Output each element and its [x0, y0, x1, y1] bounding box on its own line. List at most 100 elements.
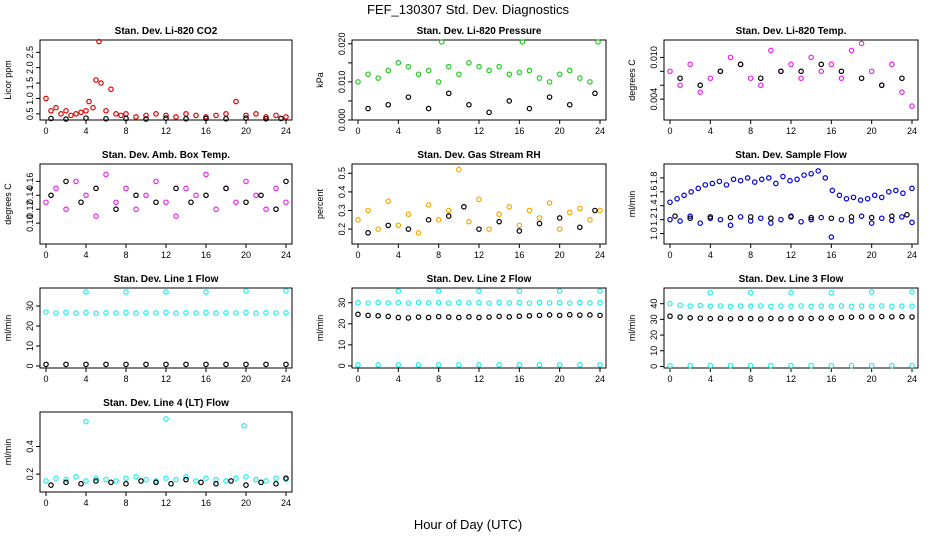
y-tick-label: 20 — [649, 330, 659, 340]
data-point — [405, 226, 412, 232]
data-point — [526, 300, 533, 306]
data-point — [798, 315, 804, 322]
data-point — [365, 71, 371, 78]
data-point — [808, 303, 814, 310]
data-point — [213, 310, 219, 317]
data-point — [223, 309, 229, 316]
data-point — [773, 180, 779, 187]
data-point — [723, 182, 730, 188]
data-point — [273, 310, 279, 316]
data-point — [63, 479, 69, 486]
data-point — [697, 89, 704, 95]
data-point — [808, 216, 814, 223]
data-point — [355, 217, 361, 223]
data-point — [577, 224, 583, 231]
x-tick-label: 24 — [281, 126, 291, 136]
data-point — [113, 478, 119, 484]
data-point — [103, 115, 109, 122]
data-point — [516, 288, 523, 294]
x-tick-label: 20 — [867, 374, 877, 384]
data-point — [385, 101, 392, 108]
data-point — [385, 222, 392, 229]
y-axis-label: ml/min — [627, 315, 637, 342]
data-point — [445, 63, 452, 70]
data-point — [43, 361, 49, 368]
data-point — [577, 362, 583, 368]
data-point — [83, 418, 89, 425]
x-tick-label: 8 — [123, 250, 128, 260]
data-point — [667, 362, 673, 369]
data-point — [405, 300, 412, 306]
data-point — [173, 185, 179, 192]
data-point — [395, 60, 402, 66]
data-point — [233, 98, 239, 105]
x-tick-label: 8 — [123, 126, 128, 136]
x-tick-label: 8 — [748, 126, 753, 136]
panel-title: Stan. Dev. Amb. Box Temp. — [102, 150, 230, 161]
data-point — [48, 115, 54, 122]
data-point — [757, 82, 764, 89]
data-point — [203, 361, 209, 368]
data-point — [486, 67, 492, 74]
data-point — [597, 312, 603, 319]
data-point — [273, 112, 279, 119]
data-point — [702, 182, 709, 188]
data-point — [43, 309, 49, 315]
y-axis-label: ml/min — [627, 191, 637, 218]
data-point — [747, 214, 754, 220]
data-point — [516, 299, 523, 306]
data-point — [808, 214, 814, 221]
data-point — [677, 75, 683, 82]
plot-frame — [39, 287, 293, 369]
data-point — [801, 172, 807, 178]
data-point — [395, 222, 402, 229]
data-point — [405, 63, 412, 70]
data-point — [93, 185, 99, 192]
data-point — [445, 314, 452, 320]
data-point — [556, 288, 563, 294]
data-point — [83, 361, 89, 368]
data-point — [794, 176, 800, 183]
data-point — [273, 475, 279, 482]
data-point — [838, 314, 845, 321]
data-point — [83, 309, 89, 316]
data-point — [899, 75, 905, 82]
x-tick-label: 0 — [667, 250, 672, 260]
data-point — [768, 303, 774, 310]
data-point — [909, 289, 915, 295]
data-point — [273, 480, 279, 487]
data-point — [283, 199, 289, 206]
data-point — [153, 199, 159, 206]
data-point — [133, 192, 139, 199]
x-tick-label: 20 — [555, 250, 565, 260]
x-tick-label: 16 — [826, 374, 836, 384]
x-tick-label: 0 — [43, 126, 48, 136]
data-point — [233, 199, 239, 206]
data-point — [253, 310, 259, 317]
data-point — [466, 101, 472, 108]
data-point — [375, 226, 381, 232]
data-point — [768, 47, 774, 54]
data-point — [798, 75, 804, 82]
data-point — [687, 215, 693, 222]
data-point — [253, 111, 259, 117]
data-point — [546, 79, 553, 85]
data-point — [283, 288, 289, 294]
data-point — [828, 315, 835, 321]
data-point — [203, 475, 209, 482]
data-point — [86, 98, 92, 105]
data-point — [592, 90, 598, 97]
y-tick-label: 0.4 — [337, 186, 347, 199]
data-point — [836, 192, 843, 199]
data-point — [707, 303, 714, 309]
data-point — [133, 310, 139, 317]
data-point — [556, 299, 563, 306]
data-point — [829, 187, 836, 194]
data-point — [838, 75, 845, 82]
y-tick-label: 2.5 — [25, 46, 35, 59]
data-point — [526, 312, 533, 319]
data-point — [868, 214, 875, 221]
data-point — [163, 416, 169, 422]
data-point — [868, 362, 875, 369]
